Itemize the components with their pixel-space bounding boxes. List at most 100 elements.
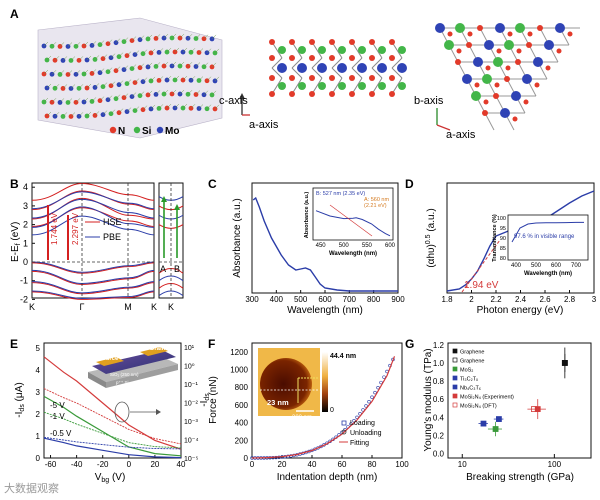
side-bond <box>371 77 383 95</box>
source-label: Source <box>98 356 119 362</box>
stack-bond <box>142 49 148 54</box>
top-atom <box>494 82 500 88</box>
top-atom <box>527 31 533 37</box>
c-xtick-label: 700 <box>343 295 357 304</box>
c-xtick-label: 300 <box>245 295 259 304</box>
bandgap-label: 1.94 eV <box>464 280 499 291</box>
stack-bond <box>211 34 217 40</box>
top-atom <box>462 74 472 84</box>
f-ytick-label: 1000 <box>230 366 248 375</box>
band-line <box>31 182 155 201</box>
afm-colorbar <box>322 352 328 412</box>
side-view-axes: c-axis a-axis <box>219 93 279 131</box>
c-xtick-label: 400 <box>270 295 284 304</box>
side-atom <box>309 75 315 81</box>
g-legend-marker <box>452 375 458 381</box>
top-atom <box>526 42 532 48</box>
c-xtick-label: 900 <box>391 295 405 304</box>
top-atom <box>556 48 562 54</box>
side-bond <box>271 41 283 59</box>
stack-bond <box>214 48 220 54</box>
stack-bond <box>43 41 49 47</box>
legend-hse: HSE <box>103 217 122 227</box>
stack-bond <box>171 89 177 95</box>
colorbar-min-label: 0 <box>330 407 334 414</box>
stack-bond <box>211 90 217 96</box>
top-atom <box>534 82 540 88</box>
e-ytick-left-label: 2 <box>36 410 41 419</box>
side-atom <box>337 63 347 73</box>
stack-bond <box>182 103 188 109</box>
stack-bond <box>198 48 204 53</box>
band-line <box>31 282 155 295</box>
stack-bond <box>158 48 164 53</box>
stack-bond <box>147 90 153 96</box>
b-axis-label: b-axis <box>414 95 444 107</box>
band-ytick-label: -1 <box>20 276 28 286</box>
side-atom <box>389 91 395 97</box>
loading-marker <box>370 395 374 399</box>
c-xlabel: Wavelength (nm) <box>287 305 363 316</box>
stack-bond <box>190 76 196 81</box>
g-ytick-label: 0.2 <box>433 431 445 440</box>
stack-bond <box>115 94 121 99</box>
stack-bond <box>171 61 177 67</box>
curve-label-05v: -0.5 V <box>50 429 72 438</box>
top-view-axes: b-axis a-axis <box>414 95 476 141</box>
side-bond <box>371 57 383 69</box>
stack-bond <box>139 91 145 96</box>
stack-bond <box>155 34 161 39</box>
d-xlabel: Photon energy (eV) <box>477 305 564 316</box>
stack-bond <box>110 53 116 58</box>
e-ytick-left-label: 1 <box>36 432 41 441</box>
tauc-plot-chart: 1.8 2 2.2 2.4 2.6 2.8 3 1.94 eV Photon energy … <box>425 182 597 316</box>
c-inset-xtick-label: 500 <box>339 243 350 249</box>
stack-bond <box>54 56 60 61</box>
band-ytick-label: -2 <box>20 294 28 304</box>
stack-bond <box>150 104 156 110</box>
oxide-label: SiO₂ (250 nm) <box>110 372 139 377</box>
side-bond <box>311 41 323 59</box>
stack-bond <box>70 84 76 89</box>
stack-bond <box>163 33 169 39</box>
stack-bond <box>174 103 180 109</box>
top-atom <box>484 40 494 50</box>
watermark-text: 大数据观察 <box>4 483 59 495</box>
stack-bond <box>51 98 57 103</box>
side-atom <box>398 82 406 90</box>
top-atom <box>523 99 529 105</box>
crystal-side-view <box>269 39 407 97</box>
side-bond <box>291 57 303 69</box>
stack-bond <box>75 98 81 103</box>
stack-bond <box>179 33 185 39</box>
stack-bond <box>166 47 172 53</box>
loading-marker <box>355 415 359 420</box>
stack-bond <box>155 90 161 95</box>
stack-bond <box>147 62 153 68</box>
band-ytick-label: 4 <box>23 182 28 192</box>
top-atom <box>482 110 488 116</box>
side-atom <box>369 55 375 61</box>
g-legend-marker <box>452 357 458 363</box>
side-atom <box>329 39 335 45</box>
top-atom <box>456 48 462 54</box>
g-legend-label: Ti₃C₂Tₓ <box>460 377 478 383</box>
side-atom <box>377 63 387 73</box>
stack-bond <box>46 111 52 117</box>
transfer-curve-line <box>43 356 182 450</box>
g-legend-marker <box>452 384 458 390</box>
side-bond <box>311 57 323 69</box>
stack-bond <box>187 62 193 67</box>
curve-label-1v: -1 V <box>50 412 65 421</box>
stack-bond <box>59 98 65 103</box>
stack-bond <box>70 112 76 117</box>
stack-bond <box>54 112 60 117</box>
band-kpoint-label: M <box>124 302 132 312</box>
band-ytick-label: 1 <box>23 238 28 248</box>
band-line <box>31 191 155 210</box>
e-ytick-right-label: 10⁻⁴ <box>184 438 199 445</box>
top-atom <box>467 31 473 37</box>
d-inset-xtick-label: 700 <box>571 263 582 269</box>
molybdenum-atom-icon <box>156 126 164 134</box>
